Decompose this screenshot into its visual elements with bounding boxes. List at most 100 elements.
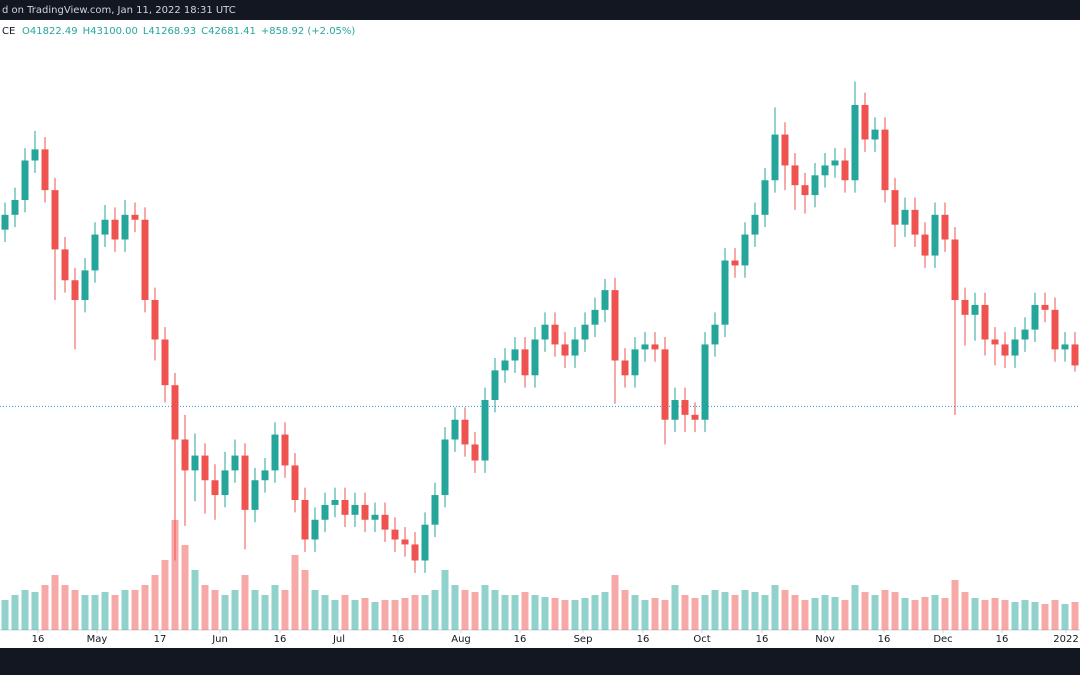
volume-bar bbox=[1071, 602, 1079, 630]
volume-bar bbox=[951, 580, 959, 630]
x-tick-label: Jun bbox=[211, 634, 228, 645]
candle-body bbox=[301, 500, 309, 540]
candle-body bbox=[51, 190, 59, 250]
candle-body bbox=[901, 209, 909, 225]
volume-bar bbox=[531, 595, 539, 630]
volume-bar bbox=[61, 585, 69, 630]
candle-body bbox=[601, 290, 609, 310]
volume-bar bbox=[221, 595, 229, 630]
candle-body bbox=[411, 544, 419, 561]
top-bar bbox=[0, 0, 1080, 20]
volume-bar bbox=[1061, 604, 1069, 630]
candle-body bbox=[111, 219, 119, 240]
volume-bar bbox=[811, 598, 819, 630]
volume-bar bbox=[941, 598, 949, 630]
volume-bar bbox=[741, 590, 749, 630]
volume-bar bbox=[431, 590, 439, 630]
candle-body bbox=[971, 304, 979, 315]
volume-bar bbox=[361, 598, 369, 630]
volume-bar bbox=[171, 520, 179, 630]
volume-bar bbox=[891, 592, 899, 630]
candle-body bbox=[31, 149, 39, 161]
candle-body bbox=[121, 214, 129, 240]
candle-body bbox=[761, 180, 769, 215]
candle-body bbox=[701, 344, 709, 420]
volume-bar bbox=[311, 590, 319, 630]
volume-bar bbox=[511, 595, 519, 630]
candle-body bbox=[61, 249, 69, 281]
candle-body bbox=[1061, 344, 1069, 350]
candle-body bbox=[201, 455, 209, 481]
legend-value: L41268.93 bbox=[143, 26, 196, 37]
candle-body bbox=[341, 500, 349, 515]
bottom-bar bbox=[0, 648, 1080, 675]
volume-bar bbox=[151, 575, 159, 630]
volume-bar bbox=[581, 598, 589, 630]
x-tick-label: 16 bbox=[392, 634, 405, 645]
volume-bar bbox=[761, 595, 769, 630]
volume-bar bbox=[181, 545, 189, 630]
volume-bar bbox=[881, 590, 889, 630]
x-tick-label: 16 bbox=[756, 634, 769, 645]
volume-bar bbox=[161, 560, 169, 630]
candle-body bbox=[371, 514, 379, 520]
volume-bar bbox=[801, 600, 809, 630]
candle-body bbox=[581, 324, 589, 340]
volume-bar bbox=[541, 597, 549, 630]
volume-bar bbox=[671, 585, 679, 630]
volume-bar bbox=[771, 585, 779, 630]
x-tick-label: 16 bbox=[996, 634, 1009, 645]
volume-bar bbox=[661, 600, 669, 630]
legend-value: C42681.41 bbox=[201, 26, 256, 37]
candle-body bbox=[1001, 344, 1009, 356]
volume-bar bbox=[111, 595, 119, 630]
candle-body bbox=[931, 214, 939, 256]
x-tick-label: 16 bbox=[514, 634, 527, 645]
candle-body bbox=[41, 149, 49, 191]
volume-bar bbox=[1041, 604, 1049, 630]
volume-bar bbox=[121, 590, 129, 630]
volume-bar bbox=[441, 570, 449, 630]
volume-bar bbox=[621, 590, 629, 630]
volume-bar bbox=[831, 597, 839, 630]
candle-body bbox=[1031, 304, 1039, 330]
volume-bar bbox=[131, 590, 139, 630]
candle-body bbox=[281, 434, 289, 466]
volume-bar bbox=[521, 592, 529, 630]
candle-body bbox=[501, 360, 509, 371]
x-tick-label: Sep bbox=[574, 634, 593, 645]
candle-body bbox=[941, 214, 949, 240]
volume-bar bbox=[981, 600, 989, 630]
volume-bar bbox=[1051, 600, 1059, 630]
candle-body bbox=[751, 214, 759, 235]
volume-bar bbox=[791, 595, 799, 630]
volume-bar bbox=[201, 585, 209, 630]
volume-bar bbox=[551, 598, 559, 630]
volume-bar bbox=[231, 590, 239, 630]
candle-body bbox=[1041, 304, 1049, 310]
candle-body bbox=[211, 480, 219, 496]
publish-info: d on TradingView.com, Jan 11, 2022 18:31… bbox=[2, 5, 236, 16]
volume-bar bbox=[911, 600, 919, 630]
volume-bar bbox=[371, 602, 379, 630]
candle-body bbox=[311, 519, 319, 540]
candle-body bbox=[611, 290, 619, 361]
candle-body bbox=[81, 270, 89, 300]
candle-body bbox=[991, 339, 999, 345]
legend-value: H43100.00 bbox=[83, 26, 138, 37]
candle-body bbox=[151, 300, 159, 340]
candle-body bbox=[21, 160, 29, 200]
volume-bar bbox=[991, 598, 999, 630]
x-tick-label: Oct bbox=[693, 634, 710, 645]
volume-bar bbox=[81, 595, 89, 630]
volume-bar bbox=[781, 590, 789, 630]
candle-body bbox=[1071, 344, 1079, 366]
candle-body bbox=[801, 185, 809, 196]
volume-bar bbox=[711, 590, 719, 630]
volume-bar bbox=[921, 597, 929, 630]
x-tick-label: May bbox=[87, 634, 108, 645]
candle-body bbox=[681, 400, 689, 415]
candle-body bbox=[171, 385, 179, 440]
volume-bar bbox=[471, 592, 479, 630]
candle-body bbox=[821, 165, 829, 176]
